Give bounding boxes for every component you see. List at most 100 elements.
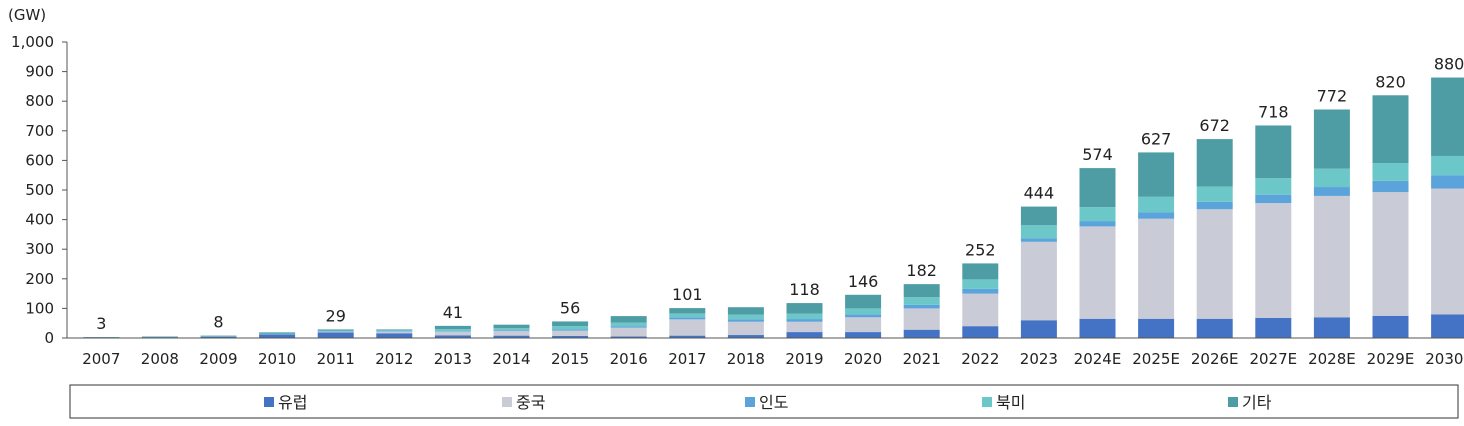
x-tick-label: 2009 <box>199 350 237 368</box>
bar-segment <box>1079 207 1116 222</box>
bar-segment <box>493 330 530 332</box>
bar-segment <box>669 313 706 318</box>
bar-segment <box>727 314 764 320</box>
total-data-label: 146 <box>848 272 879 291</box>
bar-segment <box>1431 155 1464 176</box>
bar-segment <box>317 330 354 332</box>
bar-segment <box>1372 315 1409 338</box>
bar-segment <box>259 332 296 334</box>
bar-segment <box>552 330 589 336</box>
x-tick-label: 2027E <box>1249 350 1297 368</box>
bar-segment <box>610 327 647 337</box>
bar-segment <box>200 335 237 337</box>
bar-segment <box>610 326 647 328</box>
x-tick-label: 2007 <box>82 350 120 368</box>
bar-segment <box>903 304 940 309</box>
x-tick-label: 2014 <box>492 350 530 368</box>
total-data-label: 880 <box>1434 55 1464 74</box>
bar-segment <box>610 316 647 323</box>
bar-segment <box>552 329 589 331</box>
y-tick-label: 500 <box>25 181 54 199</box>
bar-segment <box>962 326 999 338</box>
legend-box <box>69 384 1459 419</box>
bar-segment <box>1196 186 1233 202</box>
bar-segment <box>1020 238 1057 242</box>
bar-segment <box>610 322 647 327</box>
bar-segment <box>434 331 471 336</box>
y-tick-label: 800 <box>25 92 54 110</box>
bar-segment <box>962 288 999 294</box>
bar-segment <box>317 329 354 331</box>
y-tick-label: 1,000 <box>11 33 54 51</box>
bar-segment <box>1138 212 1175 219</box>
bar-segment <box>1138 152 1175 197</box>
bar-segment <box>1431 175 1464 189</box>
x-tick-label: 2024E <box>1074 350 1122 368</box>
bar-segment <box>376 331 413 334</box>
x-tick-label: 2026E <box>1191 350 1239 368</box>
bar-segment <box>1079 226 1116 319</box>
x-tick-label: 2023 <box>1020 350 1058 368</box>
bar-segment <box>786 321 823 333</box>
bar-segment <box>786 313 823 320</box>
bar-segment <box>610 336 647 338</box>
x-tick-label: 2012 <box>375 350 413 368</box>
x-tick-label: 2013 <box>434 350 472 368</box>
y-axis-unit: (GW) <box>8 6 46 24</box>
bar-segment <box>552 335 589 338</box>
bar-segment <box>1255 317 1292 338</box>
bar-segment <box>1196 201 1233 210</box>
legend-swatch <box>745 397 755 407</box>
bar-segment <box>1079 318 1116 338</box>
legend-item-label: 북미 <box>996 393 1025 412</box>
bar-segment <box>1255 125 1292 179</box>
bar-segment <box>434 329 471 332</box>
legend-swatch <box>264 397 274 407</box>
bar-segment <box>903 308 940 330</box>
x-tick-label: 2029E <box>1367 350 1415 368</box>
bar-segment <box>786 332 823 338</box>
bar-segment <box>1313 187 1350 196</box>
total-data-label: 3 <box>96 314 106 333</box>
bar-segment <box>1431 188 1464 315</box>
legend-item-label: 인도 <box>759 393 788 412</box>
bar-segment <box>845 314 882 318</box>
bar-segment <box>1372 163 1409 181</box>
legend-item-label: 기타 <box>1242 393 1272 412</box>
total-data-label: 820 <box>1375 72 1406 91</box>
bar-segment <box>141 336 178 338</box>
bar-segment <box>903 297 940 305</box>
x-tick-label: 2016 <box>610 350 648 368</box>
bar-segment <box>317 331 354 332</box>
total-data-label: 772 <box>1317 86 1348 105</box>
legend-swatch <box>1228 397 1238 407</box>
bar-segment <box>1372 180 1409 193</box>
bar-segment <box>83 337 120 338</box>
x-axis: 2007 2008 2009 2010 2011 2012 2013 2014 2015 2016… <box>67 337 1464 368</box>
bar-segment <box>669 319 706 336</box>
bar-segment <box>434 331 471 332</box>
bar-segment <box>259 333 296 335</box>
total-data-label: 574 <box>1082 145 1113 164</box>
total-data-label: 672 <box>1199 116 1230 135</box>
y-tick-label: 400 <box>25 211 54 229</box>
x-tick-label: 2010 <box>258 350 296 368</box>
bar-segment <box>493 335 530 338</box>
y-tick-label: 900 <box>25 63 54 81</box>
y-tick-label: 700 <box>25 122 54 140</box>
bar-segment <box>200 335 237 337</box>
total-data-label: 444 <box>1024 184 1055 203</box>
bar-segment <box>1020 206 1057 226</box>
legend-swatch <box>502 397 512 407</box>
bar-segment <box>1079 168 1116 208</box>
x-tick-label: 2022 <box>961 350 999 368</box>
bar-segment <box>903 284 940 298</box>
bar-segment <box>727 307 764 315</box>
bar-segment <box>727 319 764 322</box>
bar-segment <box>845 294 882 309</box>
bar-segment <box>1196 318 1233 338</box>
bar-segment <box>669 308 706 314</box>
bar-segment <box>376 333 413 338</box>
